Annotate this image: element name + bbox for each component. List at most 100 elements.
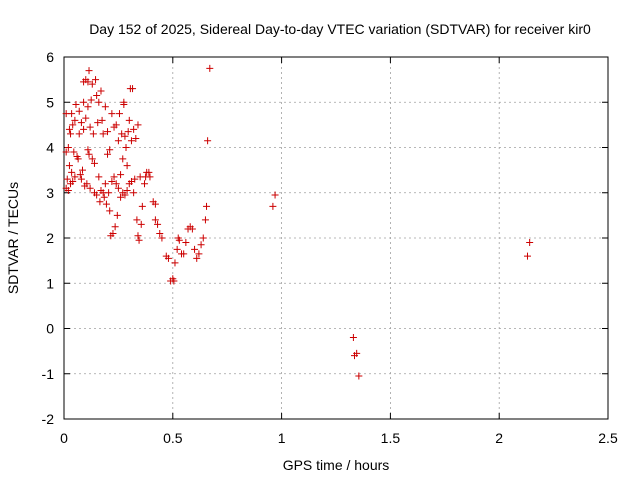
data-point	[108, 177, 116, 185]
data-point	[204, 137, 212, 145]
data-point	[133, 216, 141, 224]
y-tick-label: -2	[42, 411, 55, 427]
data-point	[134, 121, 142, 129]
data-point	[355, 372, 363, 380]
y-tick-label: 3	[46, 185, 54, 201]
data-point	[62, 148, 70, 156]
data-point	[526, 239, 534, 247]
data-point	[94, 119, 102, 127]
data-point	[164, 254, 172, 262]
data-point	[122, 144, 130, 151]
data-point	[104, 150, 112, 158]
data-point	[170, 277, 178, 285]
data-point	[197, 241, 205, 249]
data-point	[121, 132, 129, 140]
data-point	[191, 245, 199, 253]
data-point	[151, 200, 159, 208]
data-point	[67, 130, 75, 138]
y-tick-label: 1	[46, 275, 54, 291]
data-point	[125, 116, 133, 124]
data-point	[111, 223, 119, 231]
data-point	[86, 184, 94, 192]
data-point	[145, 168, 153, 176]
data-point	[88, 155, 96, 163]
data-point	[72, 101, 80, 109]
data-point	[115, 110, 123, 118]
data-point	[82, 114, 90, 122]
data-point	[180, 250, 188, 258]
data-point	[146, 173, 154, 181]
y-tick-label: 0	[46, 321, 54, 337]
data-point	[141, 180, 149, 188]
chart-title: Day 152 of 2025, Sidereal Day-to-day VTE…	[89, 21, 591, 37]
data-point	[130, 125, 138, 133]
data-point	[129, 85, 137, 93]
data-point	[84, 103, 92, 111]
data-point	[77, 119, 85, 127]
data-point	[271, 191, 279, 199]
y-tick-label: -1	[42, 366, 55, 382]
data-point	[98, 116, 106, 124]
data-point	[75, 107, 83, 115]
data-point	[71, 173, 79, 181]
y-tick-label: 2	[46, 230, 54, 246]
data-point	[97, 87, 105, 95]
x-tick-label: 0.5	[163, 430, 183, 446]
y-tick-label: 5	[46, 94, 54, 110]
data-point	[127, 137, 135, 145]
data-point	[95, 98, 103, 106]
grid-lines	[64, 57, 608, 419]
data-point	[195, 250, 203, 258]
data-point	[119, 155, 127, 163]
data-point	[188, 225, 196, 233]
data-point	[65, 125, 73, 133]
data-point	[121, 191, 129, 199]
data-point	[95, 173, 103, 181]
axis-ticks: 0 0.5 1 1.5 2 2.5 -2 -1 0 1 2 3 4 5 6	[42, 49, 618, 446]
data-point	[154, 220, 162, 228]
data-point	[74, 155, 82, 163]
data-point	[158, 234, 166, 242]
x-tick-label: 2.5	[598, 430, 618, 446]
data-point	[131, 175, 139, 183]
data-point	[130, 189, 138, 197]
data-point	[83, 180, 91, 188]
data-point	[108, 110, 116, 118]
data-point	[120, 101, 128, 109]
y-tick-label: 6	[46, 49, 54, 65]
data-point	[114, 184, 122, 192]
data-point	[104, 128, 112, 136]
data-point	[523, 252, 531, 260]
data-point	[75, 130, 83, 138]
data-point	[80, 98, 88, 106]
x-tick-label: 1	[278, 430, 286, 446]
data-point	[80, 125, 88, 133]
data-point	[68, 110, 76, 118]
data-point	[203, 202, 211, 210]
data-point	[123, 186, 131, 194]
data-point	[199, 234, 207, 242]
data-point	[90, 159, 98, 167]
data-point	[112, 121, 120, 129]
data-point	[77, 175, 85, 183]
data-point	[132, 134, 140, 142]
data-point	[123, 162, 131, 170]
data-point	[102, 200, 110, 208]
data-point	[182, 239, 190, 247]
data-point	[156, 229, 164, 237]
data-point	[76, 171, 84, 179]
data-point	[114, 137, 122, 145]
y-axis-label: SDTVAR / TECUs	[5, 182, 21, 294]
data-point	[349, 334, 357, 342]
x-tick-label: 2	[495, 430, 503, 446]
data-point	[105, 189, 113, 197]
data-point	[137, 220, 145, 228]
data-point	[84, 78, 92, 86]
data-point	[106, 207, 114, 215]
data-point	[93, 91, 101, 99]
data-point	[68, 168, 76, 176]
data-point	[63, 175, 71, 183]
plot-frame	[63, 56, 609, 420]
data-point	[88, 80, 96, 88]
data-point	[87, 96, 95, 104]
